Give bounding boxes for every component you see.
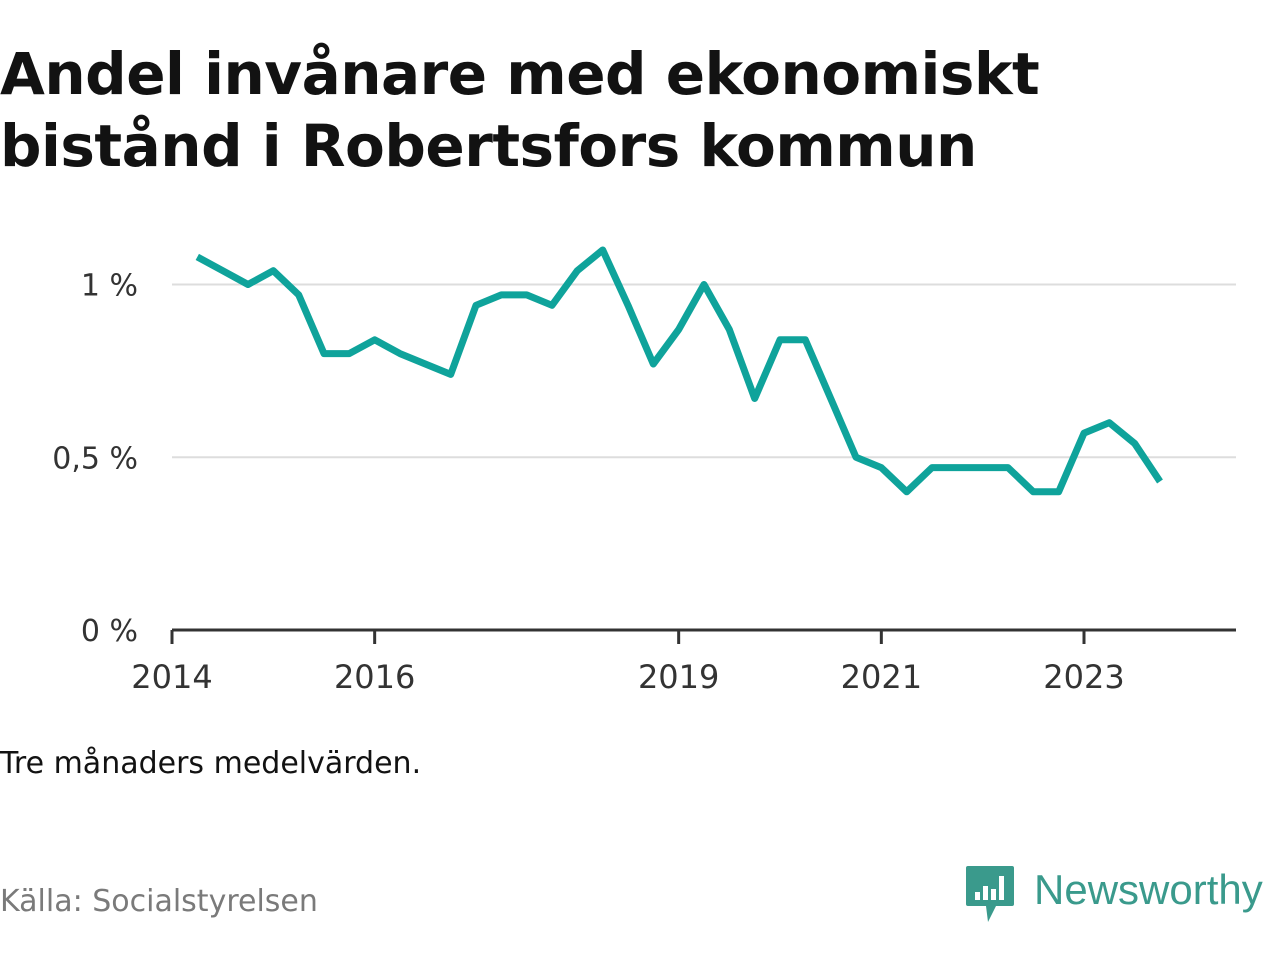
- chart-title: Andel invånare med ekonomiskt bistånd i …: [0, 40, 1040, 180]
- brand-logo[interactable]: Newsworthy: [964, 864, 1276, 926]
- newsworthy-logo-icon: [966, 866, 1014, 922]
- x-tick-label: 2014: [131, 658, 212, 696]
- chart-note: Tre månaders medelvärden.: [0, 746, 422, 781]
- line-chart: 0 % 0,5 % 1 % 2014 2016 2019 2021 2023: [52, 246, 1236, 696]
- y-axis-tick-labels: 0 % 0,5 % 1 %: [52, 269, 138, 649]
- brand-name: Newsworthy: [1034, 866, 1263, 913]
- y-tick-label: 0,5 %: [52, 441, 138, 476]
- gridlines: [172, 283, 1236, 459]
- x-tick-label: 2019: [638, 658, 719, 696]
- x-tick-label: 2021: [841, 658, 922, 696]
- source-label: Källa: Socialstyrelsen: [0, 884, 318, 919]
- series-line: [195, 246, 1163, 496]
- x-axis-ticks: 2014 2016 2019 2021 2023: [131, 630, 1125, 696]
- x-tick-label: 2016: [334, 658, 415, 696]
- y-tick-label: 1 %: [81, 269, 138, 304]
- y-tick-label: 0 %: [81, 614, 138, 649]
- x-tick-label: 2023: [1043, 658, 1124, 696]
- series-layer: [195, 246, 1163, 496]
